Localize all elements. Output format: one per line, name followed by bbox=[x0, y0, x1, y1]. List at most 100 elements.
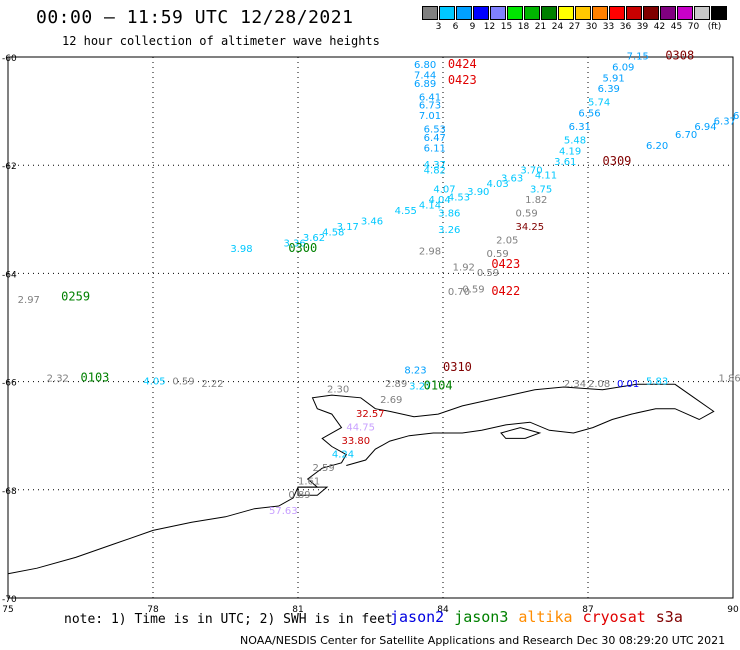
pass-time-label: 0310 bbox=[443, 360, 472, 374]
wave-height-label: 6.73 bbox=[419, 100, 441, 111]
colorbar-label: 45 bbox=[670, 22, 683, 32]
colorbar-label: 27 bbox=[568, 22, 581, 32]
colorbar-swatch bbox=[609, 6, 625, 20]
wave-height-label: 2.34 bbox=[564, 379, 586, 390]
lat-tick-label: -60 bbox=[2, 54, 17, 64]
colorbar-label: 15 bbox=[500, 22, 513, 32]
legend-item-jason2: jason2 bbox=[390, 608, 445, 626]
colorbar-label: 9 bbox=[469, 22, 476, 32]
lat-tick-label: -70 bbox=[2, 595, 17, 605]
wave-height-label: 2.89 bbox=[385, 379, 407, 390]
wave-height-label: 6.09 bbox=[612, 63, 634, 74]
wave-height-label: 3.70 bbox=[520, 165, 542, 176]
wave-height-label: 4.55 bbox=[395, 206, 417, 217]
wave-height-label: 8.23 bbox=[404, 365, 426, 376]
wave-height-label: 3.61 bbox=[554, 157, 576, 168]
wave-height-label: 3.90 bbox=[467, 187, 489, 198]
pass-time-label: 0424 bbox=[448, 57, 477, 71]
island-outline bbox=[500, 427, 542, 439]
lat-tick-label: -66 bbox=[2, 379, 17, 389]
pass-time-label: 0103 bbox=[81, 371, 110, 385]
wave-height-label: 1.82 bbox=[525, 195, 547, 206]
colorbar-swatch bbox=[524, 6, 540, 20]
colorbar-label: 39 bbox=[636, 22, 649, 32]
wave-height-label: 6.41 bbox=[419, 92, 441, 103]
wave-height-label: 3.46 bbox=[361, 217, 383, 228]
wave-height-label: 4.07 bbox=[433, 184, 455, 195]
pass-time-label: 0308 bbox=[665, 49, 694, 63]
lat-tick-label: -68 bbox=[2, 487, 17, 497]
lon-tick-label: 78 bbox=[147, 605, 159, 615]
wave-height-label: 2.98 bbox=[419, 246, 441, 257]
wave-height-label: 0.59 bbox=[487, 249, 509, 260]
colorbar-label: 70 bbox=[687, 22, 700, 32]
colorbar-label: 33 bbox=[602, 22, 615, 32]
colorbar-swatch bbox=[422, 6, 438, 20]
wave-height-label: 0.89 bbox=[288, 490, 310, 501]
wave-height-label: 2.05 bbox=[496, 236, 518, 247]
wave-height-label: 2.69 bbox=[380, 395, 402, 406]
colorbar-label: 18 bbox=[517, 22, 530, 32]
wave-height-label: 0.59 bbox=[516, 209, 538, 220]
legend-item-cryosat: cryosat bbox=[582, 608, 646, 626]
wave-height-label: 0.59 bbox=[477, 268, 499, 279]
colorbar-label: 12 bbox=[483, 22, 496, 32]
colorbar-swatch bbox=[490, 6, 506, 20]
wave-height-label: 6.80 bbox=[414, 60, 436, 71]
colorbar-swatch bbox=[626, 6, 642, 20]
wave-height-label: 1.61 bbox=[298, 476, 320, 487]
colorbar-swatch bbox=[592, 6, 608, 20]
wave-height-label: 5.83 bbox=[646, 376, 668, 387]
wave-height-colorbar bbox=[422, 6, 728, 20]
pass-time-label: 0423 bbox=[491, 257, 520, 271]
wave-height-label: 4.24 bbox=[332, 449, 354, 460]
wave-height-label: 6.53 bbox=[424, 125, 446, 136]
colorbar-swatch bbox=[541, 6, 557, 20]
wave-height-label: 4.11 bbox=[535, 171, 557, 182]
page-subtitle: 12 hour collection of altimeter wave hei… bbox=[62, 34, 380, 48]
wave-height-label: 33.80 bbox=[342, 436, 371, 447]
wave-height-label: 2.30 bbox=[327, 384, 349, 395]
colorbar-label: 30 bbox=[585, 22, 598, 32]
wave-height-label: 2.22 bbox=[201, 379, 223, 390]
wave-height-label: 3.36 bbox=[284, 238, 306, 249]
wave-height-label: 5.91 bbox=[603, 73, 625, 84]
pass-time-label: 0423 bbox=[448, 73, 477, 87]
colorbar-swatch bbox=[677, 6, 693, 20]
wave-height-label: 6.47 bbox=[424, 133, 446, 144]
wave-height-label: 6.70 bbox=[675, 130, 697, 141]
island-outline bbox=[297, 486, 329, 496]
colorbar-label: 3 bbox=[435, 22, 442, 32]
colorbar-swatch bbox=[558, 6, 574, 20]
wave-height-label: 6.11 bbox=[424, 144, 446, 155]
lon-tick-label: 84 bbox=[437, 605, 449, 615]
colorbar-swatch bbox=[473, 6, 489, 20]
pass-time-label: 0259 bbox=[61, 289, 90, 303]
wave-height-label: 0.59 bbox=[172, 376, 194, 387]
wave-height-label: 6.89 bbox=[414, 79, 436, 90]
pass-time-label: 0309 bbox=[603, 154, 632, 168]
wave-height-label: 6.20 bbox=[646, 141, 668, 152]
colorbar-swatch bbox=[456, 6, 472, 20]
wave-height-label: 3.26 bbox=[438, 225, 460, 236]
wave-height-label: 5.74 bbox=[588, 98, 610, 109]
satellite-legend: jason2 jason3 altika cryosat s3a bbox=[390, 608, 693, 626]
colorbar-swatch bbox=[439, 6, 455, 20]
wave-height-label: 4.03 bbox=[487, 179, 509, 190]
wave-height-label: 57.63 bbox=[269, 506, 298, 517]
colorbar-label: 42 bbox=[653, 22, 666, 32]
page-title: 00:00 – 11:59 UTC 12/28/2021 bbox=[36, 7, 354, 28]
wave-height-label: 6.37 bbox=[714, 117, 736, 128]
wave-height-label: 7.44 bbox=[414, 71, 436, 82]
pass-time-label: 0300 bbox=[288, 241, 317, 255]
wave-height-label: 4.14 bbox=[419, 200, 441, 211]
wave-height-label: 4.19 bbox=[559, 146, 581, 157]
wave-height-label: 7.01 bbox=[419, 111, 441, 122]
legend-item-s3a: s3a bbox=[655, 608, 683, 626]
lon-tick-label: 87 bbox=[582, 605, 593, 615]
lon-tick-label: 75 bbox=[2, 605, 13, 615]
legend-item-altika: altika bbox=[518, 608, 573, 626]
wave-height-label: 34.25 bbox=[516, 222, 545, 233]
wave-height-label: 3.62 bbox=[303, 233, 325, 244]
